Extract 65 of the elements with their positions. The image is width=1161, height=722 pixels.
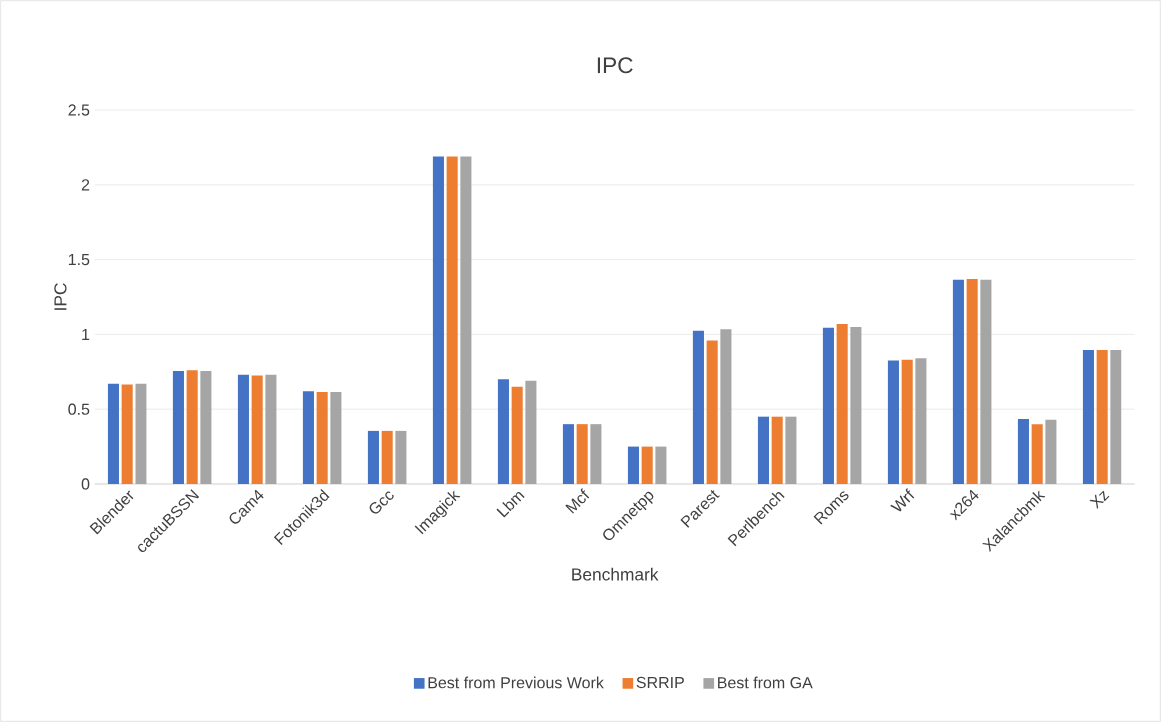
bar [1110, 350, 1122, 484]
bar [836, 323, 848, 484]
bar [590, 424, 602, 484]
y-axis-title: IPC [54, 283, 67, 310]
bar [576, 424, 588, 484]
bar [237, 374, 249, 484]
bar [367, 430, 379, 484]
bar [460, 156, 472, 484]
bar [265, 374, 277, 484]
bar [446, 156, 458, 484]
y-tick-label: 2 [81, 179, 90, 191]
bar [497, 379, 509, 484]
bar [757, 416, 769, 484]
bar [641, 446, 653, 484]
bar [627, 446, 639, 484]
bar [771, 416, 783, 484]
y-tick-label: 1 [82, 328, 90, 340]
bar [720, 329, 732, 484]
y-tick-label: 1.5 [68, 254, 90, 266]
legend-label: SRRIP [636, 676, 684, 689]
bar [172, 371, 184, 484]
bar [381, 430, 393, 484]
y-tick-label: 0.5 [68, 403, 90, 415]
bar [186, 370, 198, 484]
bar [901, 359, 913, 484]
bar [525, 380, 537, 484]
bar [692, 330, 704, 484]
bar [785, 416, 797, 484]
bar [107, 383, 119, 484]
bar [980, 279, 992, 484]
x-axis-title: Benchmark [572, 567, 659, 581]
bar [655, 446, 667, 484]
bar [200, 371, 212, 484]
y-tick-label: 2.5 [68, 104, 90, 116]
x-tick-label: Mcf [565, 488, 590, 514]
bar [121, 384, 133, 484]
bar [1045, 419, 1057, 484]
bar [1096, 350, 1108, 484]
chart-title: IPC [597, 57, 633, 74]
legend-label: Best from GA [718, 676, 813, 689]
bar [316, 391, 328, 484]
x-tick-label: Lbm [496, 491, 525, 518]
bar [432, 156, 444, 484]
bar [330, 391, 342, 484]
bar [251, 375, 263, 484]
bar [850, 326, 862, 484]
legend-label: Best from Previous Work [428, 676, 604, 689]
bar [1082, 350, 1094, 484]
y-tick-label: 0 [81, 478, 90, 490]
bar [395, 430, 407, 484]
bar [915, 358, 927, 484]
x-tick-label: Xz [1089, 490, 1110, 509]
bar [1017, 418, 1029, 484]
bar [706, 340, 718, 484]
bar [302, 391, 314, 484]
x-tick-label: Wrf [890, 488, 915, 512]
bar [952, 279, 964, 484]
bar [966, 279, 978, 484]
bar [511, 386, 523, 484]
x-tick-label: Gcc [369, 491, 394, 514]
bar [1031, 424, 1043, 484]
bar [135, 383, 147, 484]
bar [822, 327, 834, 484]
bar [887, 360, 899, 484]
bar [562, 424, 574, 484]
